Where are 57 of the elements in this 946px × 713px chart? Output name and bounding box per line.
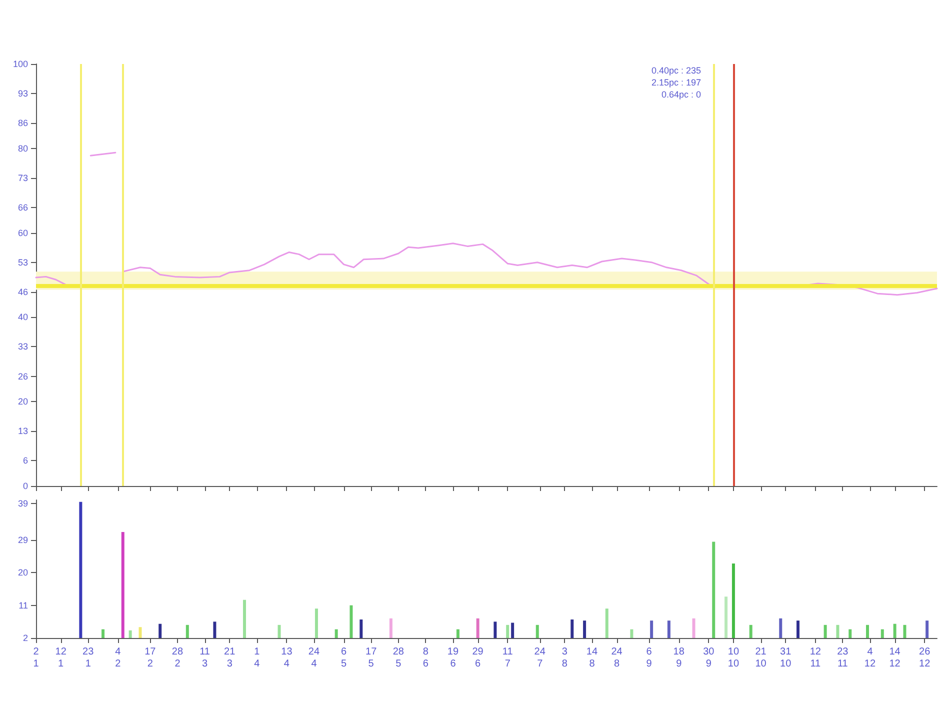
- x-tick-label: 14 12: [889, 646, 901, 670]
- x-tick-label: 12 11: [810, 646, 822, 670]
- x-tick-label: 12 1: [55, 646, 67, 670]
- y-tick-label: 80: [18, 143, 28, 154]
- y-tick-label: 33: [18, 342, 28, 352]
- x-tick-label: 21 10: [755, 646, 767, 670]
- y-tick-label: 2: [22, 633, 28, 643]
- x-tick-label: 1 4: [254, 646, 260, 670]
- x-tick-label: 31 10: [780, 646, 792, 670]
- x-tick-label: 24 7: [534, 646, 546, 670]
- y-tick-label: 40: [18, 312, 28, 322]
- y-tick-label: 20: [18, 396, 28, 407]
- y-tick-label: 46: [18, 286, 28, 297]
- y-tick-label: 53: [18, 257, 28, 268]
- x-tick-label: 8 6: [422, 646, 429, 670]
- x-tick-label: 24 4: [308, 646, 320, 670]
- x-tick-label: 13 4: [281, 646, 293, 670]
- x-tick-label: 3 8: [562, 646, 568, 670]
- x-tick-label: 24 8: [611, 646, 623, 670]
- annotation: 2.15pc : 197: [651, 78, 702, 88]
- x-tick-label: 18 9: [673, 646, 685, 670]
- x-tick-label: 4 12: [864, 646, 876, 670]
- x-tick-label: 29 6: [472, 646, 484, 670]
- x-tick-label: 30 9: [703, 646, 715, 670]
- y-tick-label: 6: [22, 456, 28, 466]
- x-tick-label: 21 3: [224, 646, 236, 670]
- y-tick-label: 100: [12, 59, 28, 69]
- x-tick-label: 4 2: [115, 646, 122, 670]
- x-tick-label: 17 2: [144, 646, 156, 670]
- x-tick-label: 11 7: [502, 646, 514, 670]
- annotation: 0.40pc : 235: [651, 66, 702, 76]
- x-tick-label: 10 10: [728, 646, 740, 670]
- y-tick-label: 93: [18, 88, 28, 99]
- y-tick-label: 11: [18, 600, 28, 610]
- x-tick-label: 17 5: [366, 646, 378, 670]
- y-tick-label: 20: [18, 568, 28, 578]
- y-tick-label: 29: [18, 534, 28, 545]
- x-tick-label: 23 1: [82, 646, 94, 670]
- x-tick-label: 6 5: [341, 646, 347, 670]
- y-tick-label: 39: [18, 498, 28, 509]
- x-tick-label: 28 5: [392, 646, 404, 670]
- x-tick-label: 23 11: [837, 646, 849, 670]
- y-tick-label: 0: [22, 481, 28, 491]
- y-tick-label: 60: [18, 228, 28, 238]
- x-tick-label: 11 3: [200, 646, 210, 670]
- x-tick-label: 2 1: [33, 646, 40, 670]
- y-tick-label: 86: [18, 118, 28, 128]
- x-tick-label: 26 12: [919, 646, 931, 670]
- annotation: 0.64pc : 0: [661, 90, 701, 100]
- x-tick-label: 19 6: [447, 646, 459, 670]
- y-tick-label: 26: [18, 371, 28, 382]
- x-tick-label: 14 8: [586, 646, 598, 670]
- x-tick-label: 28 2: [172, 646, 184, 670]
- x-tick-label: 6 9: [646, 646, 652, 670]
- y-tick-label: 13: [18, 426, 28, 436]
- y-tick-label: 66: [18, 202, 28, 212]
- y-tick-label: 73: [18, 172, 28, 183]
